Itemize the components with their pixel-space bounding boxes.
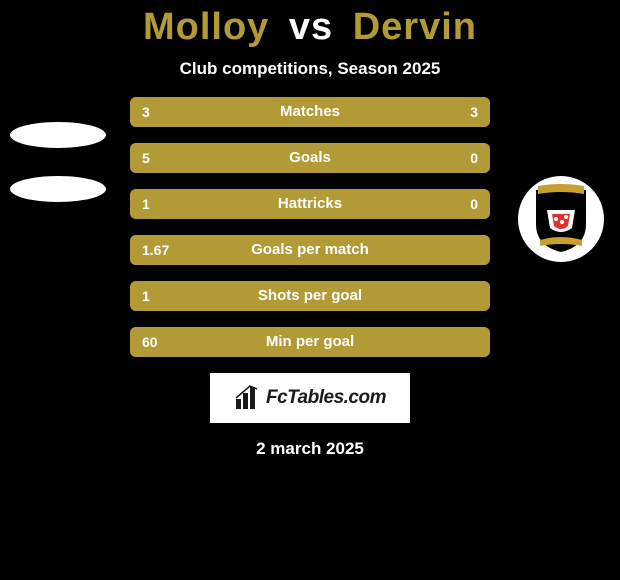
stat-row: 60Min per goal [130,327,490,357]
title-vs: vs [289,6,333,48]
stat-label: Shots per goal [130,281,490,311]
footer-brand-box: FcTables.com [210,373,410,423]
footer-brand-text: FcTables.com [266,387,386,409]
stat-value-right: 3 [470,97,478,127]
stat-label: Min per goal [130,327,490,357]
title-player1: Molloy [143,6,269,48]
left-badge-shape-2 [10,176,106,202]
crest-circle [518,176,604,262]
stat-label: Goals [130,143,490,173]
page-title: Molloy vs Dervin [0,0,620,55]
footer-date: 2 march 2025 [0,439,620,459]
stat-value-right: 0 [470,143,478,173]
title-player2: Dervin [353,6,477,48]
right-club-crest [518,176,606,264]
stat-row: 1Hattricks0 [130,189,490,219]
stat-row: 3Matches3 [130,97,490,127]
stat-label: Matches [130,97,490,127]
stat-label: Goals per match [130,235,490,265]
stat-row: 1Shots per goal [130,281,490,311]
stat-label: Hattricks [130,189,490,219]
stat-value-right: 0 [470,189,478,219]
left-badge-shape-1 [10,122,106,148]
stat-row: 5Goals0 [130,143,490,173]
bars-icon [234,385,260,411]
subtitle: Club competitions, Season 2025 [0,59,620,79]
shield-icon [532,184,590,254]
stats-panel: 3Matches3 5Goals0 1Hattricks0 1.67Goals per… [130,97,490,357]
stat-row: 1.67Goals per match [130,235,490,265]
